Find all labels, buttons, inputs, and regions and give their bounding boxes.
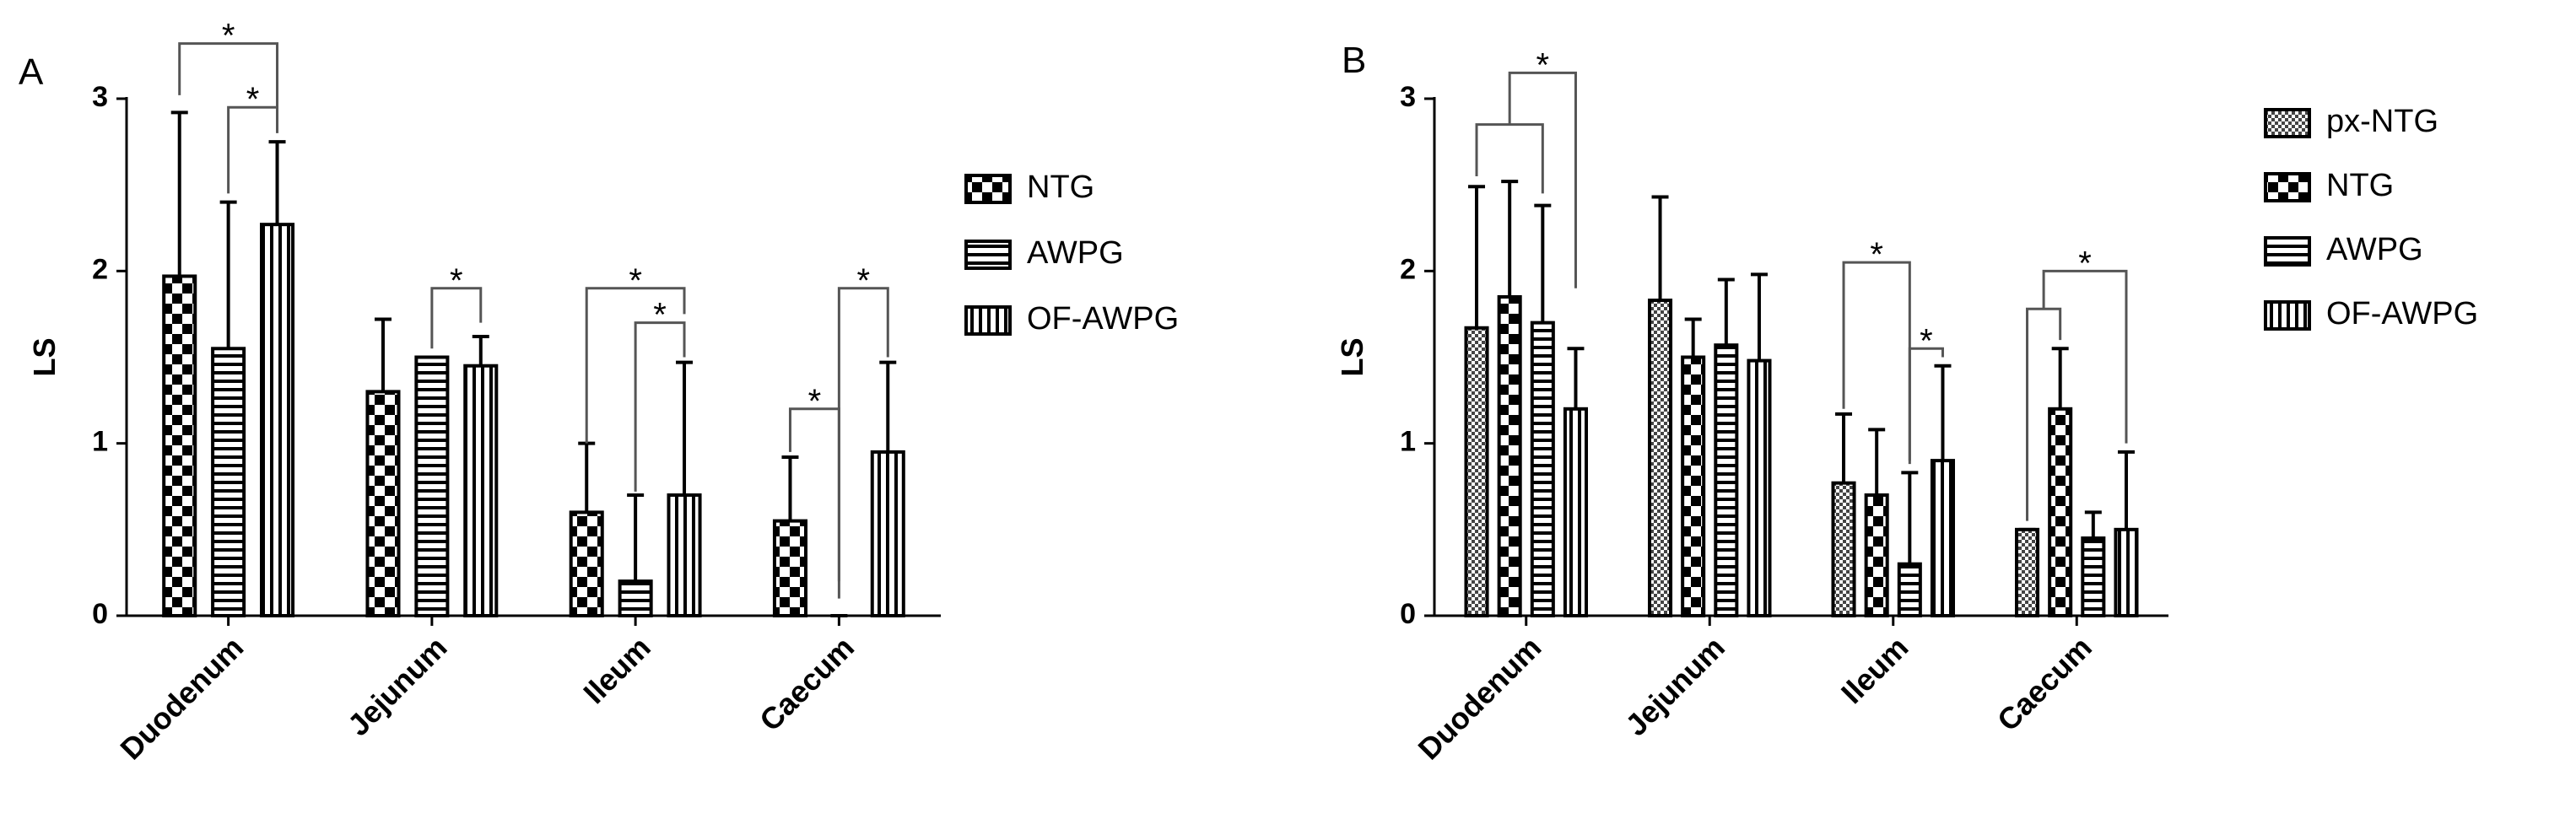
y-axis-label: LS [1335,337,1369,376]
bar [2081,536,2106,617]
legend-label: AWPG [2326,232,2423,267]
significance-star: * [2078,245,2092,282]
bar [162,274,197,617]
y-tick-label: 2 [1400,253,1416,285]
bar [1681,355,1706,617]
y-tick-label: 1 [1400,426,1416,458]
significance-star: * [246,81,260,118]
bar [414,355,450,617]
bar [1647,299,1673,617]
legend-swatch [964,305,1012,336]
bar [365,390,401,617]
legend-swatch [2264,300,2311,331]
bar [772,519,808,617]
y-axis-label: LS [27,337,62,376]
legend-swatch [964,174,1012,204]
significance-star: * [222,18,235,55]
x-tick-label: Duodenum [113,630,250,767]
legend-label: OF-AWPG [1027,301,1179,337]
significance-star: * [1536,46,1550,84]
x-tick-label: Ileum [1834,630,1914,710]
legend-swatch [2264,108,2311,138]
significance-bracket [227,105,279,194]
y-tick-label: 3 [92,81,108,113]
y-tick-label: 3 [1400,81,1416,113]
significance-bracket [634,321,686,492]
x-tick-label: Jejunum [341,630,454,743]
legend-label: NTG [1027,170,1094,205]
y-tick-label: 0 [92,598,108,630]
significance-bracket [2042,269,2128,444]
bar [2014,527,2040,617]
significance-star: * [653,297,667,334]
bar [211,347,246,617]
legend-swatch [2264,236,2311,267]
bar [259,223,295,617]
legend-label: AWPG [1027,235,1124,271]
panel-label: A [19,51,44,93]
bar [1747,358,1772,617]
significance-bracket [837,287,889,582]
significance-bracket [430,287,483,349]
y-tick-label: 0 [1400,598,1416,630]
bar [1530,321,1555,617]
significance-star: * [450,262,463,299]
x-tick-label: Jejunum [1618,630,1731,743]
significance-star: * [808,383,822,420]
legend-label: px-NTG [2326,104,2438,139]
x-tick-label: Caecum [753,630,861,738]
bar [1563,407,1589,617]
legend-label: OF-AWPG [2326,296,2478,331]
x-tick-label: Duodenum [1411,630,1547,767]
bar [1497,294,1522,617]
bar [667,493,702,618]
bar [1930,459,1956,617]
legend-swatch [964,240,1012,270]
significance-bracket [1508,71,1577,288]
bar [1864,493,1889,618]
bar [2114,527,2139,617]
significance-star: * [1870,236,1883,273]
significance-star: * [629,262,642,299]
x-tick-label: Ileum [576,630,656,710]
bar [1714,343,1739,617]
legend-label: NTG [2326,168,2394,203]
y-tick-label: 2 [92,253,108,285]
bar [1464,326,1489,617]
bar [1831,481,1856,617]
legend-swatch [2264,172,2311,202]
significance-star: * [857,262,871,299]
x-tick-label: Caecum [1990,630,2098,738]
bar [870,450,905,618]
bar [463,364,499,617]
bar [1897,562,1922,618]
significance-bracket [1908,347,1944,465]
y-tick-label: 1 [92,426,108,458]
bar [569,510,604,618]
bar [618,579,653,618]
significance-bracket [178,42,279,108]
significance-star: * [1920,322,1933,359]
panel-label: B [1342,40,1366,81]
significance-bracket [585,287,686,444]
bar [2048,407,2073,617]
